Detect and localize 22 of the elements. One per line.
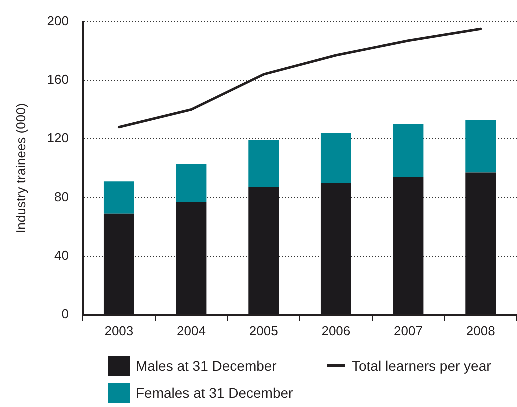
legend-label: Males at 31 December <box>136 358 277 374</box>
bar <box>466 120 496 173</box>
x-tick-label: 2004 <box>177 323 206 338</box>
bar <box>393 124 424 178</box>
y-tick-label: 120 <box>47 130 69 146</box>
x-tick-label: 2003 <box>104 323 134 338</box>
y-tick-label: 0 <box>62 306 69 322</box>
y-axis-title: Industry trainees (000) <box>13 103 28 234</box>
y-tick-label: 40 <box>54 248 69 263</box>
x-tick-label: 2006 <box>322 323 351 338</box>
bar <box>248 140 280 188</box>
bar <box>176 164 207 202</box>
bar <box>320 133 352 184</box>
y-tick-label: 80 <box>54 189 69 204</box>
x-tick-label: 2007 <box>394 323 423 338</box>
bar <box>104 182 134 214</box>
legend-label: Total learners per year <box>352 358 492 374</box>
y-tick-label: 160 <box>47 72 69 88</box>
x-tick-label: 2008 <box>466 323 496 338</box>
y-tick-label: 200 <box>47 13 69 28</box>
legend-label: Females at 31 December <box>136 384 294 400</box>
x-tick-label: 2005 <box>249 323 278 338</box>
